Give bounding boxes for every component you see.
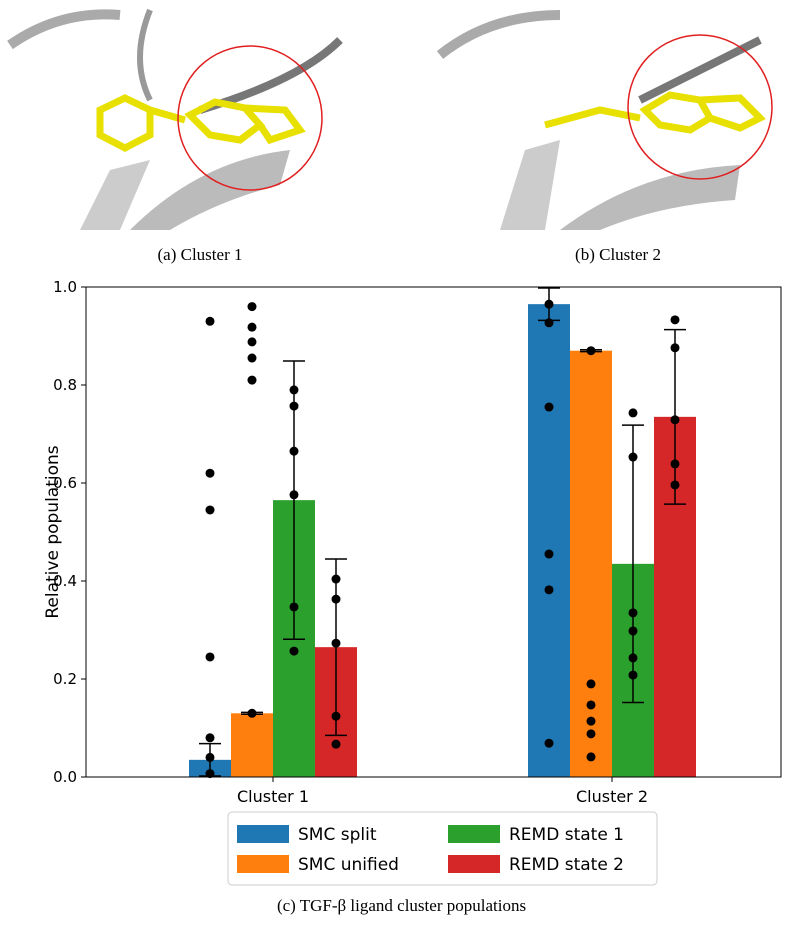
data-point xyxy=(290,447,299,456)
legend-swatch xyxy=(448,825,500,843)
data-point xyxy=(332,639,341,648)
data-point xyxy=(248,354,257,363)
legend-swatch xyxy=(448,855,500,873)
data-point xyxy=(629,626,638,635)
data-point xyxy=(629,453,638,462)
y-tick-label: 0.8 xyxy=(53,376,77,394)
data-point xyxy=(629,408,638,417)
data-point xyxy=(587,729,596,738)
bar xyxy=(231,713,273,777)
data-point xyxy=(206,733,215,742)
y-tick-label: 0.0 xyxy=(53,768,77,786)
panel-caption: (a) Cluster 1 xyxy=(100,245,300,265)
y-tick-label: 0.2 xyxy=(53,670,77,688)
data-point xyxy=(671,480,680,489)
data-point xyxy=(206,753,215,762)
data-point xyxy=(587,752,596,761)
data-point xyxy=(248,302,257,311)
legend-label: SMC unified xyxy=(298,855,399,875)
data-point xyxy=(671,459,680,468)
data-point xyxy=(629,653,638,662)
molecule-renders xyxy=(0,0,803,240)
data-point xyxy=(248,337,257,346)
data-point xyxy=(290,490,299,499)
y-tick-label: 1.0 xyxy=(53,278,77,296)
data-point xyxy=(206,652,215,661)
data-point xyxy=(332,740,341,749)
render-a xyxy=(10,10,340,230)
data-point xyxy=(248,709,257,718)
data-point xyxy=(206,469,215,478)
data-point xyxy=(290,402,299,411)
legend-label: REMD state 2 xyxy=(509,855,624,875)
data-point xyxy=(206,505,215,514)
data-point xyxy=(545,550,554,559)
data-point xyxy=(332,575,341,584)
legend-swatch xyxy=(237,825,289,843)
legend: SMC split SMC unified REMD state 1 REMD sta… xyxy=(228,812,657,885)
data-point xyxy=(587,679,596,688)
y-axis-label: Relative populations xyxy=(43,445,63,618)
data-point xyxy=(629,608,638,617)
data-point xyxy=(545,403,554,412)
data-point xyxy=(290,647,299,656)
data-point xyxy=(629,671,638,680)
x-tick-label: Cluster 2 xyxy=(576,787,648,806)
data-point xyxy=(671,343,680,352)
data-point xyxy=(332,595,341,604)
data-point xyxy=(248,323,257,332)
data-point xyxy=(545,300,554,309)
legend-label: REMD state 1 xyxy=(509,825,624,845)
data-point xyxy=(671,315,680,324)
render-b xyxy=(440,15,772,230)
panel-caption: (b) Cluster 2 xyxy=(518,245,718,265)
data-point xyxy=(545,318,554,327)
legend-swatch xyxy=(237,855,289,873)
legend-label: SMC split xyxy=(298,825,377,845)
bar xyxy=(528,304,570,777)
data-point xyxy=(332,712,341,721)
page: (a) Cluster 1 (b) Cluster 2 0.00.20.40.6… xyxy=(0,0,803,929)
data-point xyxy=(587,717,596,726)
data-point xyxy=(587,346,596,355)
bar xyxy=(570,351,612,777)
figure-caption: (c) TGF-β ligand cluster populations xyxy=(0,896,803,916)
data-point xyxy=(290,385,299,394)
data-point xyxy=(587,700,596,709)
data-point xyxy=(290,602,299,611)
data-point xyxy=(206,317,215,326)
data-point xyxy=(545,585,554,594)
data-point xyxy=(248,376,257,385)
data-point xyxy=(671,415,680,424)
x-tick-label: Cluster 1 xyxy=(237,787,309,806)
data-point xyxy=(545,739,554,748)
